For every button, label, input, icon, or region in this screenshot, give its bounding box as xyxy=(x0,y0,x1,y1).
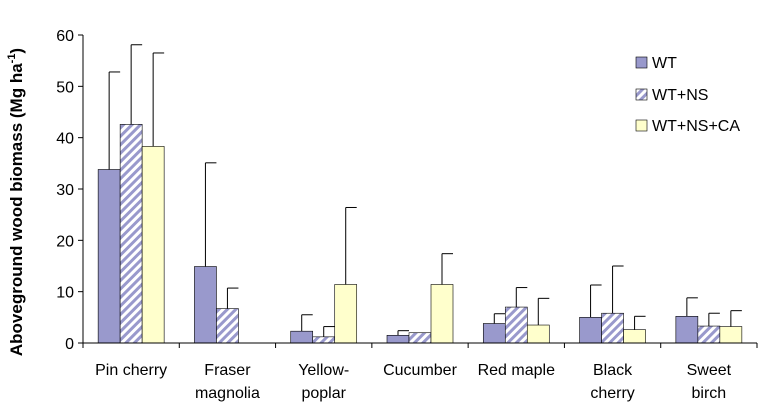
bar xyxy=(697,325,721,344)
bar xyxy=(430,284,454,344)
bar xyxy=(290,330,314,344)
bar xyxy=(719,326,743,344)
y-tick-label: 40 xyxy=(56,131,74,148)
bar xyxy=(386,334,410,344)
svg-text:Aboveground wood biomass (Mg h: Aboveground wood biomass (Mg ha-1) xyxy=(6,48,26,356)
y-axis: 0 10 20 30 40 50 60 xyxy=(56,28,84,353)
bar xyxy=(579,317,602,344)
bar xyxy=(623,329,646,344)
bar xyxy=(526,324,550,344)
x-category-label: Black cherry xyxy=(590,362,634,402)
bar xyxy=(312,336,336,344)
y-axis-title-text: Aboveground wood biomass (Mg ha xyxy=(7,63,26,356)
x-category-label: Yellow-poplar xyxy=(298,362,349,402)
legend-label: WT+NS xyxy=(652,87,708,104)
y-axis-title-close: ) xyxy=(7,48,26,54)
x-category-label: Fraser magnolia xyxy=(195,362,260,402)
x-category-label: Pin cherry xyxy=(95,362,167,379)
y-tick-label: 60 xyxy=(56,28,74,45)
legend: WT WT+NS WT+NS+CA xyxy=(635,55,740,135)
y-tick-label: 10 xyxy=(56,285,74,302)
bar xyxy=(482,323,506,344)
bar xyxy=(97,169,121,344)
y-axis-title-superscript: -1 xyxy=(6,54,18,64)
y-tick-label: 0 xyxy=(65,336,74,353)
y-tick-label: 50 xyxy=(56,79,74,96)
x-category-label: Red maple xyxy=(478,362,555,379)
bar xyxy=(216,308,239,344)
x-category-label: Cucumber xyxy=(383,362,457,379)
legend-swatch xyxy=(635,88,648,101)
legend-label: WT+NS+CA xyxy=(652,118,740,135)
bar xyxy=(334,284,358,344)
bars-layer xyxy=(97,44,743,344)
y-tick-label: 30 xyxy=(56,182,74,199)
legend-swatch xyxy=(635,56,648,69)
y-axis-title: Aboveground wood biomass (Mg ha-1) xyxy=(6,48,26,356)
x-axis: Pin cherry Fraser magnolia Yellow-poplar Cuc… xyxy=(82,342,758,402)
bar xyxy=(408,332,432,344)
bar xyxy=(119,124,143,344)
bar xyxy=(675,316,699,344)
x-category-label: Sweet birch xyxy=(687,362,732,402)
bar xyxy=(141,146,165,344)
bar xyxy=(194,266,217,344)
legend-swatch xyxy=(635,119,648,132)
y-tick-label: 20 xyxy=(56,233,74,250)
legend-label: WT xyxy=(652,55,677,72)
bar xyxy=(504,306,528,344)
bar xyxy=(601,312,624,344)
